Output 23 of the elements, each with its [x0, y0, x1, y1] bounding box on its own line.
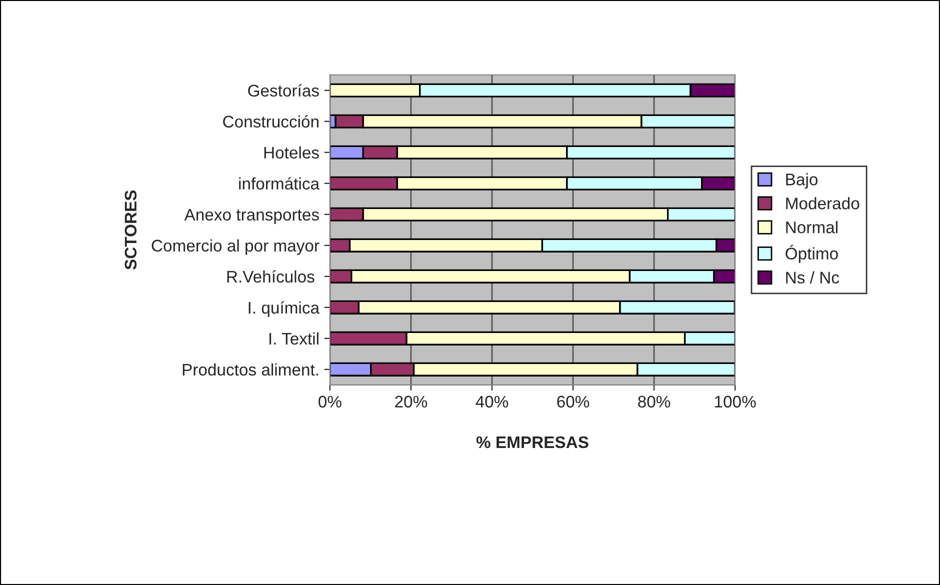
y-tick-label: I. Textil: [270, 332, 318, 345]
x-tick-label: 80%: [638, 396, 670, 408]
x-tick-label: 40%: [476, 396, 508, 408]
legend-label: Óptimo: [786, 244, 838, 263]
y-tick-label: Gestorías: [248, 84, 319, 97]
y-tick-label: Comercio al por mayor: [152, 239, 320, 255]
y-tick-label: Anexo transportes: [184, 208, 319, 224]
x-tick-label: 0%: [318, 396, 342, 408]
legend-label: Ns / Nc: [786, 271, 840, 284]
legend-label: Bajo: [786, 173, 818, 189]
y-axis-title: SCTORES: [124, 190, 137, 270]
y-tick-label: Productos aliment.: [182, 363, 318, 376]
y-tick-label: informática: [239, 177, 320, 190]
y-tick-label: Construcción: [223, 115, 318, 128]
y-tick-label: R.Vehículos: [227, 270, 314, 283]
legend-label: Normal: [786, 221, 838, 234]
y-tick-label: I. química: [248, 301, 320, 318]
legend-label: Moderado: [786, 197, 860, 210]
x-tick-label: 100%: [715, 396, 756, 408]
x-tick-label: 20%: [395, 396, 428, 408]
y-tick-label: Hoteles: [264, 146, 319, 159]
x-tick-label: 60%: [557, 396, 590, 408]
x-axis-title: % EMPRESAS: [476, 436, 588, 448]
